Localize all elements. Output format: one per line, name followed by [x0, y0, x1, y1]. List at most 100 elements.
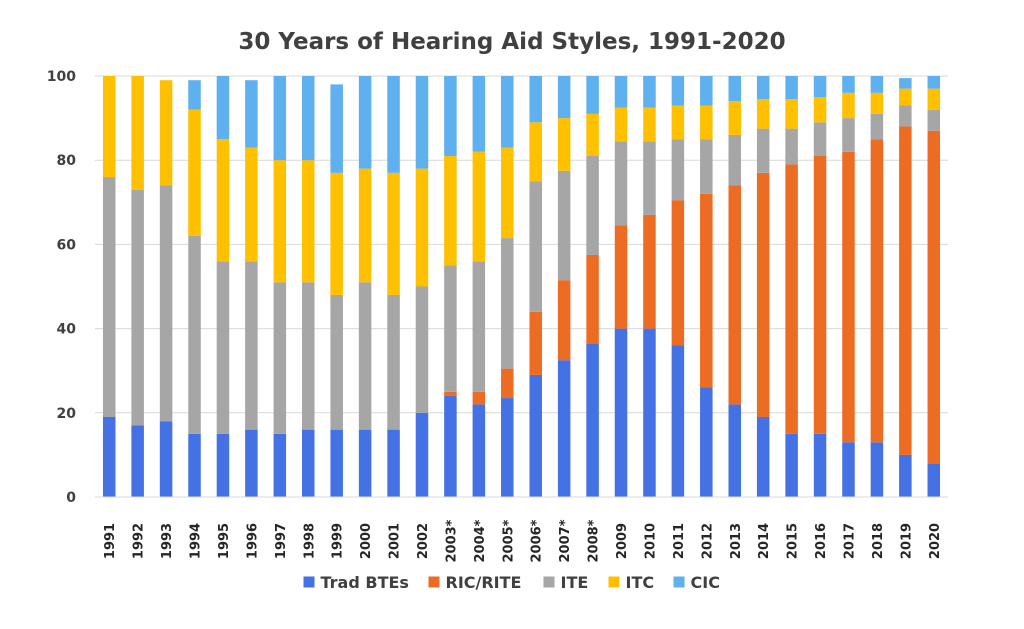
bar-segment-cic — [870, 76, 884, 93]
x-tick-label: 2002 — [416, 523, 431, 559]
bar-segment-ite — [870, 113, 884, 140]
bar-segment-itc — [131, 76, 144, 190]
legend-label: CIC — [691, 573, 720, 592]
bar-segment-ite — [813, 122, 827, 156]
bar-segment-trad-btes — [245, 429, 258, 497]
bar-stack — [728, 76, 742, 497]
bar-segment-itc — [216, 139, 230, 262]
legend-swatch — [428, 576, 440, 588]
bar-stack — [785, 76, 798, 497]
legend-label: ITC — [626, 573, 655, 592]
bar-stack — [131, 76, 144, 497]
bar-segment-ric-rite — [756, 172, 770, 418]
bar-segment-ite — [557, 170, 571, 281]
bar-segment-trad-btes — [785, 433, 798, 497]
bar-segment-ric-rite — [472, 391, 486, 405]
bar-segment-itc — [586, 113, 599, 156]
bar-segment-ric-rite — [529, 311, 542, 375]
bar-stack — [813, 76, 827, 497]
x-tick-label: 1999 — [331, 523, 346, 559]
bar-segment-cic — [330, 84, 343, 173]
bar-stack — [557, 76, 571, 497]
bar-segment-trad-btes — [700, 387, 713, 497]
x-tick-label: 2018 — [871, 523, 886, 559]
legend: Trad BTEs RIC/RITE ITE ITC CIC — [303, 573, 720, 592]
bar-segment-itc — [102, 76, 116, 178]
x-tick-label: 2011 — [672, 523, 687, 559]
bar-segment-ite — [643, 141, 656, 215]
bar-segment-ite — [927, 109, 941, 131]
x-tick-label: 2003* — [444, 519, 459, 562]
bar-segment-itc — [813, 97, 827, 123]
legend-label: RIC/RITE — [446, 573, 522, 592]
bar-segment-trad-btes — [899, 454, 912, 497]
gridlines — [95, 75, 948, 414]
bar-segment-ite — [501, 238, 514, 369]
bar-segment-trad-btes — [273, 433, 287, 497]
bar-segment-ric-rite — [614, 225, 628, 329]
bar-segment-trad-btes — [387, 429, 400, 497]
bar-stack — [671, 76, 685, 497]
bar-segment-itc — [842, 92, 855, 119]
bar-segment-cic — [899, 78, 912, 89]
bar-stack — [700, 76, 713, 497]
bar-segment-ric-rite — [557, 280, 571, 361]
legend-item: ITE — [543, 573, 589, 592]
x-tick-label: 2017 — [842, 523, 857, 559]
legend-swatch — [543, 576, 555, 588]
y-tick-label: 20 — [57, 406, 77, 422]
x-tick-label: 1995 — [217, 523, 232, 559]
bar-segment-itc — [330, 172, 343, 295]
bar-segment-ite — [444, 265, 457, 392]
x-tick-label: 1998 — [302, 523, 317, 559]
bar-stack — [614, 76, 628, 497]
bar-segment-itc — [159, 80, 173, 186]
bar-segment-ite — [756, 128, 770, 173]
bar-segment-itc — [444, 155, 457, 266]
bar-segment-trad-btes — [870, 442, 884, 497]
legend-label: Trad BTEs — [321, 573, 409, 592]
bar-segment-cic — [557, 76, 571, 119]
bar-segment-trad-btes — [131, 425, 144, 497]
bar-segment-itc — [870, 92, 884, 114]
bars — [102, 76, 941, 497]
x-axis-ticks: 1991 1992 1993 1994 1995 1996 1997 1998 1999 2000… — [103, 519, 943, 562]
y-tick-label: 100 — [47, 69, 76, 85]
bar-segment-itc — [387, 172, 400, 295]
bar-segment-cic — [614, 76, 628, 108]
bar-stack — [586, 76, 599, 497]
bar-segment-trad-btes — [444, 395, 457, 497]
bar-stack — [472, 76, 486, 497]
bar-stack — [870, 76, 884, 497]
bar-segment-trad-btes — [671, 345, 685, 497]
y-tick-label: 40 — [57, 322, 77, 338]
bar-segment-itc — [785, 99, 798, 129]
bar-segment-ite — [131, 189, 144, 426]
bar-segment-ric-rite — [728, 185, 742, 405]
bar-segment-trad-btes — [728, 404, 742, 497]
bar-segment-cic — [756, 76, 770, 100]
x-tick-label: 1992 — [132, 523, 147, 559]
bar-segment-cic — [700, 76, 713, 106]
bar-segment-ite — [188, 235, 201, 434]
bar-segment-cic — [643, 76, 656, 108]
bar-segment-trad-btes — [415, 412, 429, 497]
bar-segment-cic — [529, 76, 542, 123]
legend-item: Trad BTEs — [303, 573, 409, 592]
bar-segment-ite — [415, 286, 429, 413]
x-tick-label: 2010 — [643, 523, 658, 559]
x-tick-label: 2001 — [388, 523, 403, 559]
bar-segment-cic — [387, 76, 400, 173]
bar-segment-ite — [529, 181, 542, 312]
bar-segment-ric-rite — [870, 139, 884, 443]
x-tick-label: 1993 — [160, 523, 175, 559]
bar-segment-itc — [700, 105, 713, 140]
bar-segment-cic — [671, 76, 685, 106]
bar-segment-itc — [529, 122, 542, 182]
bar-segment-trad-btes — [501, 398, 514, 497]
legend-item: RIC/RITE — [428, 573, 522, 592]
bar-stack — [102, 76, 116, 497]
legend-label: ITE — [561, 573, 589, 592]
legend-swatch — [608, 576, 620, 588]
bar-stack — [529, 76, 542, 497]
